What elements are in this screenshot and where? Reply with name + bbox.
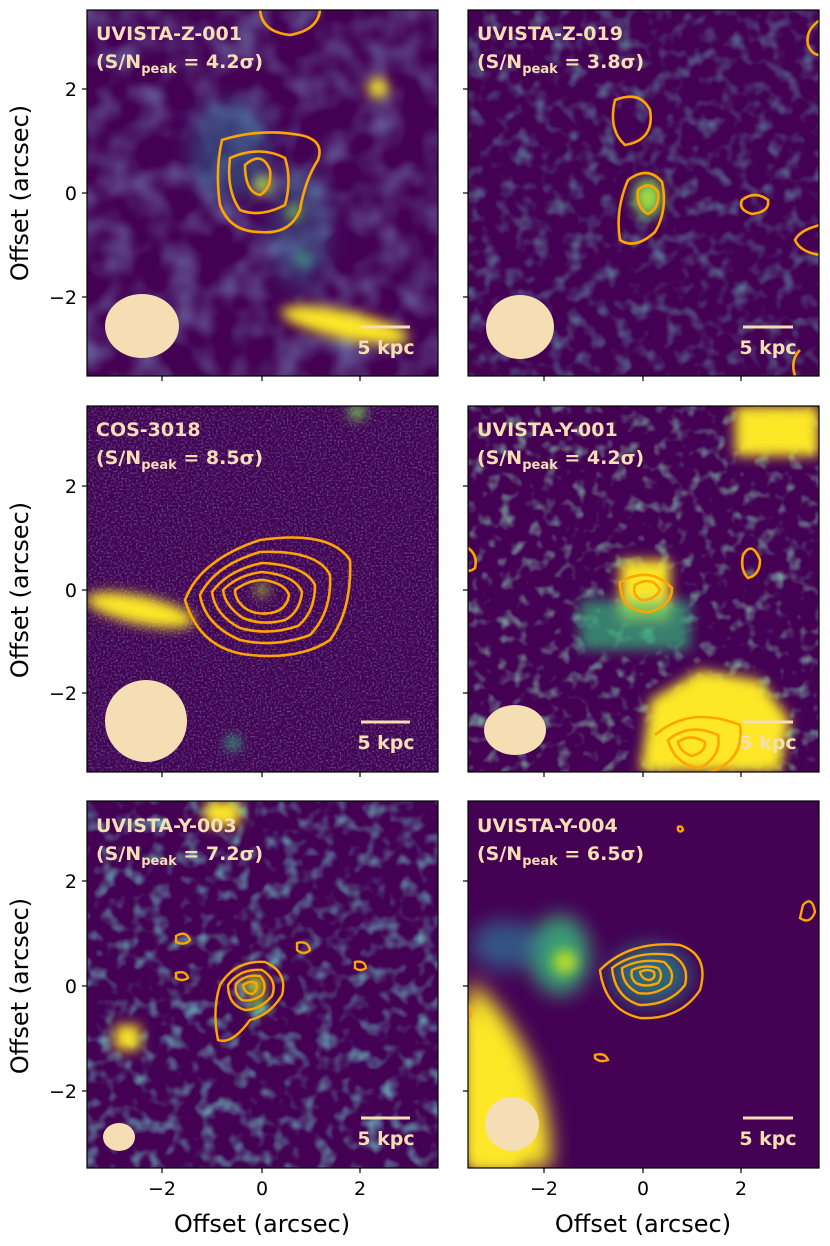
panel-uvista-y-004: 5 kpc UVISTA-Y-004 (S/Npeak = 6.5σ) xyxy=(468,801,819,1168)
panel-snr: (S/Npeak = 6.5σ) xyxy=(477,843,644,869)
panel-title: UVISTA-Z-001 xyxy=(96,23,242,45)
x-tick-label: 0 xyxy=(637,1178,649,1200)
scale-bar-label: 5 kpc xyxy=(357,1128,414,1150)
y-axis-row-2 xyxy=(82,485,468,694)
x-tick-label: 2 xyxy=(354,1178,366,1200)
x-tick-label: 0 xyxy=(256,1178,268,1200)
panel-snr: (S/Npeak = 4.2σ) xyxy=(477,447,644,473)
scale-bar-label: 5 kpc xyxy=(739,1128,796,1150)
panel-title: COS-3018 xyxy=(96,419,201,441)
contours xyxy=(216,10,322,234)
panel-snr: (S/Npeak = 8.5σ) xyxy=(96,447,263,473)
scale-bar-label: 5 kpc xyxy=(739,337,796,359)
y-axis-label: Offset (arcsec) xyxy=(6,105,34,281)
contours xyxy=(183,536,352,658)
scale-bar-label: 5 kpc xyxy=(357,732,414,754)
scale-bar-label: 5 kpc xyxy=(739,732,796,754)
scale-bar-label: 5 kpc xyxy=(357,337,414,359)
y-tick-label: −2 xyxy=(49,287,77,309)
panel-title: UVISTA-Z-019 xyxy=(477,23,623,45)
beam-ellipse xyxy=(105,294,179,358)
beam-ellipse xyxy=(105,680,187,762)
panel-uvista-z-019: 5 kpc UVISTA-Z-019 (S/Npeak = 3.8σ) xyxy=(468,10,819,376)
y-tick-label: 0 xyxy=(65,580,77,602)
contours xyxy=(174,932,368,1042)
y-tick-label: −2 xyxy=(49,1081,77,1103)
panel-cos-3018: 5 kpc COS-3018 (S/Npeak = 8.5σ) xyxy=(87,406,438,772)
panel-snr: (S/Npeak = 4.2σ) xyxy=(96,51,263,77)
x-axis-label: Offset (arcsec) xyxy=(555,1210,731,1238)
x-axis-label: Offset (arcsec) xyxy=(174,1210,350,1238)
panel-title: UVISTA-Y-003 xyxy=(96,815,237,837)
y-tick-label: −2 xyxy=(49,683,77,705)
x-tick-label: −2 xyxy=(148,1178,176,1200)
y-tick-label: 0 xyxy=(65,976,77,998)
panel-title: UVISTA-Y-004 xyxy=(477,815,618,837)
panel-uvista-z-001: 5 kpc UVISTA-Z-001 (S/Npeak = 4.2σ) xyxy=(87,10,438,376)
y-axis-label: Offset (arcsec) xyxy=(6,898,34,1074)
beam-ellipse xyxy=(485,1097,539,1151)
x-tick-label: 2 xyxy=(735,1178,747,1200)
y-axis-row-3 xyxy=(82,880,468,1092)
beam-ellipse xyxy=(486,295,554,359)
contours xyxy=(611,19,819,376)
contours xyxy=(468,825,817,1063)
y-tick-label: 2 xyxy=(65,79,77,101)
x-axis-ticks xyxy=(161,376,742,1173)
panel-snr: (S/Npeak = 3.8σ) xyxy=(477,51,644,77)
contours xyxy=(468,546,762,772)
panel-uvista-y-003: 5 kpc UVISTA-Y-003 (S/Npeak = 7.2σ) xyxy=(87,801,438,1168)
y-tick-label: 2 xyxy=(65,476,77,498)
y-axis-label: Offset (arcsec) xyxy=(6,502,34,678)
y-axis-row-1 xyxy=(82,88,468,298)
y-tick-label: 2 xyxy=(65,871,77,893)
beam-ellipse xyxy=(103,1123,135,1151)
y-tick-label: 0 xyxy=(65,183,77,205)
panel-snr: (S/Npeak = 7.2σ) xyxy=(96,843,263,869)
panel-uvista-y-001: 5 kpc UVISTA-Y-001 (S/Npeak = 4.2σ) xyxy=(468,406,819,772)
beam-ellipse xyxy=(484,705,546,755)
x-tick-label: −2 xyxy=(530,1178,558,1200)
panel-title: UVISTA-Y-001 xyxy=(477,419,618,441)
